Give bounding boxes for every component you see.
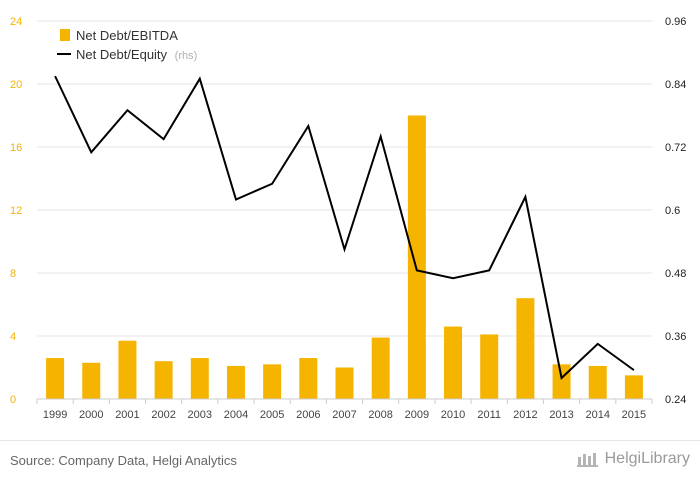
y-left-tick-label: 16 xyxy=(10,142,22,154)
y-right-tick-label: 0.6 xyxy=(665,205,680,217)
bar-2005 xyxy=(263,364,281,399)
axis-layer: 0 0.24 4 0.36 8 0.48 12 0.6 16 0.72 20 0.84 24 0.96 19… xyxy=(10,16,686,421)
x-tick-label: 2008 xyxy=(368,409,392,421)
legend-label-net-debt-equity-name: Net Debt/Equity xyxy=(76,47,168,62)
line-layer xyxy=(55,76,634,378)
line-net-debt-equity xyxy=(55,76,634,378)
bar-layer xyxy=(46,116,643,400)
y-right-tick-label: 0.84 xyxy=(665,79,686,91)
brand-logo: HelgiLibrary xyxy=(577,450,690,468)
bar-2014 xyxy=(589,366,607,399)
x-tick-label: 2004 xyxy=(224,409,248,421)
bar-2000 xyxy=(82,363,100,399)
x-tick-label: 2002 xyxy=(151,409,175,421)
y-right-tick-label: 0.48 xyxy=(665,268,686,280)
y-left-tick-label: 0 xyxy=(10,394,16,406)
legend: Net Debt/EBITDA Net Debt/Equity (rhs) xyxy=(57,28,197,62)
x-tick-label: 2001 xyxy=(115,409,139,421)
x-tick-label: 2009 xyxy=(405,409,429,421)
y-left-tick-label: 20 xyxy=(10,79,22,91)
bar-2013 xyxy=(553,364,571,399)
bar-2008 xyxy=(372,338,390,399)
x-tick-label: 2000 xyxy=(79,409,103,421)
y-left-tick-label: 4 xyxy=(10,331,16,343)
bar-2012 xyxy=(516,298,534,399)
bar-2006 xyxy=(299,358,317,399)
bar-2003 xyxy=(191,358,209,399)
x-tick-label: 2012 xyxy=(513,409,537,421)
bar-2015 xyxy=(625,375,643,399)
x-tick-label: 2006 xyxy=(296,409,320,421)
x-tick-label: 2010 xyxy=(441,409,465,421)
y-right-tick-label: 0.36 xyxy=(665,331,686,343)
legend-label-net-debt-equity: Net Debt/Equity (rhs) xyxy=(76,47,197,62)
bar-2004 xyxy=(227,366,245,399)
chart-svg: 0 0.24 4 0.36 8 0.48 12 0.6 16 0.72 20 0.84 24 0.96 19… xyxy=(0,0,700,440)
legend-swatch-net-debt-ebitda xyxy=(60,29,70,41)
source-text: Source: Company Data, Helgi Analytics xyxy=(10,453,237,468)
y-left-tick-label: 24 xyxy=(10,16,22,28)
y-left-tick-label: 12 xyxy=(10,205,22,217)
bar-2001 xyxy=(118,341,136,399)
bar-2007 xyxy=(336,368,354,400)
y-right-tick-label: 0.72 xyxy=(665,142,686,154)
y-right-tick-label: 0.96 xyxy=(665,16,686,28)
bar-2010 xyxy=(444,327,462,399)
y-right-tick-label: 0.24 xyxy=(665,394,686,406)
legend-label-net-debt-ebitda: Net Debt/EBITDA xyxy=(76,28,178,43)
brand-name: HelgiLibrary xyxy=(605,450,690,468)
x-tick-label: 2013 xyxy=(549,409,573,421)
legend-label-rhs-suffix: (rhs) xyxy=(175,50,198,62)
bar-2009 xyxy=(408,116,426,400)
x-tick-label: 2015 xyxy=(622,409,646,421)
x-tick-label: 1999 xyxy=(43,409,67,421)
bar-2011 xyxy=(480,334,498,399)
library-icon xyxy=(577,451,599,467)
bar-1999 xyxy=(46,358,64,399)
footer: Source: Company Data, Helgi Analytics He… xyxy=(0,440,700,484)
y-left-tick-label: 8 xyxy=(10,268,16,280)
x-tick-label: 2003 xyxy=(188,409,212,421)
x-tick-label: 2014 xyxy=(585,409,609,421)
bar-2002 xyxy=(155,361,173,399)
x-tick-label: 2007 xyxy=(332,409,356,421)
x-tick-label: 2011 xyxy=(477,409,501,421)
x-tick-label: 2005 xyxy=(260,409,284,421)
